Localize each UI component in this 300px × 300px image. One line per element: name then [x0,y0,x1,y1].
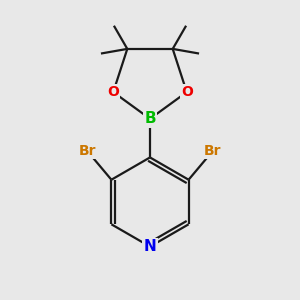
Text: O: O [181,85,193,99]
Text: N: N [144,239,156,254]
Text: Br: Br [204,144,221,158]
Text: O: O [107,85,119,99]
Text: Br: Br [79,144,96,158]
Text: B: B [144,111,156,126]
